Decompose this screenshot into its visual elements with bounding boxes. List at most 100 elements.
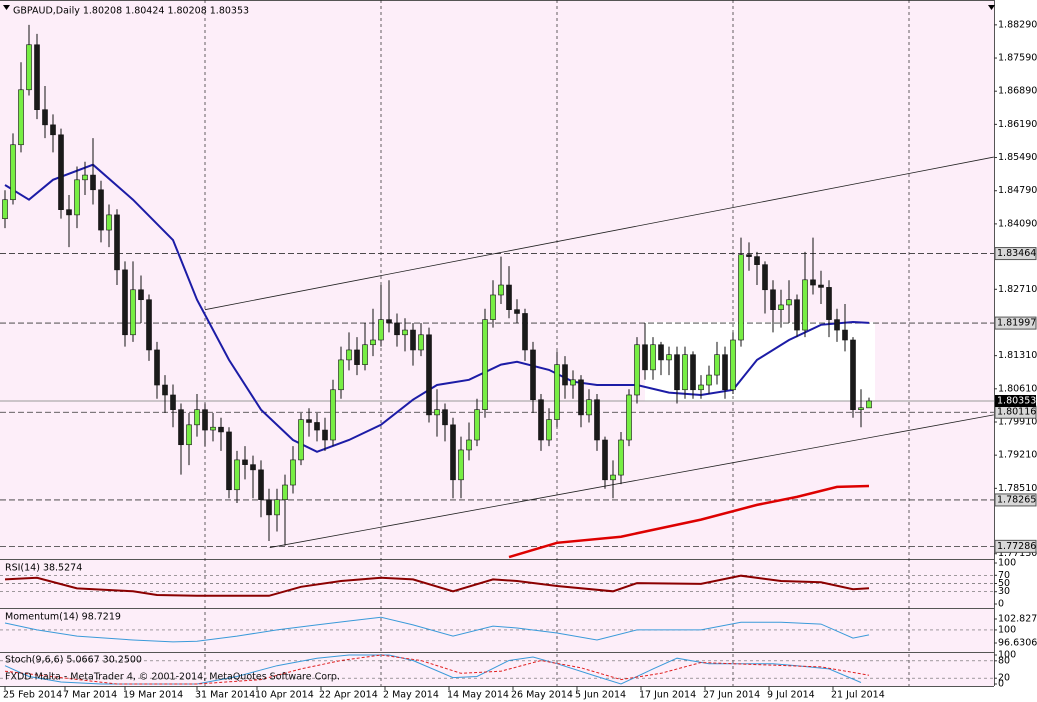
candle-body [210, 426, 216, 431]
candle-body [346, 349, 352, 361]
candle-body [170, 394, 176, 410]
y-tick-label: 30 [998, 586, 1010, 597]
y-tick-label: 0 [998, 679, 1004, 690]
candle-body [650, 344, 656, 371]
indicator-title: Momentum(14) 98.7219 [5, 612, 121, 623]
x-tick-label: 7 Mar 2014 [63, 690, 117, 701]
x-tick-label: 10 Apr 2014 [255, 690, 314, 701]
x-tick-label: 19 Mar 2014 [123, 690, 183, 701]
candle-body [26, 44, 32, 91]
y-tick-label: 1.86890 [998, 86, 1037, 97]
candle-body [818, 284, 824, 288]
candle-body [58, 134, 64, 210]
candle-body [442, 409, 448, 426]
panel-marker [988, 5, 995, 10]
candle-body [746, 254, 752, 257]
candle-body [114, 214, 120, 271]
candle-body [658, 344, 664, 361]
level-label: 1.81997 [997, 318, 1036, 329]
x-tick-label: 9 Jul 2014 [767, 690, 815, 701]
candle-body [602, 439, 608, 481]
y-tick-label: 102.827 [998, 613, 1037, 624]
candle-body [154, 349, 160, 386]
y-tick-label: 20 [998, 673, 1010, 684]
x-tick-label: 2 May 2014 [383, 690, 439, 701]
candle-body [370, 339, 376, 346]
candle-body [322, 429, 328, 441]
candle-body [538, 399, 544, 441]
candle-body [794, 299, 800, 331]
y-tick-label: 1.79910 [998, 416, 1037, 427]
trendline [204, 156, 994, 311]
candle-body [698, 384, 704, 391]
candle-body [674, 354, 680, 391]
x-tick-label: 26 May 2014 [511, 690, 573, 701]
y-tick-label: 1.81310 [998, 350, 1037, 361]
moving-average [508, 484, 870, 559]
y-tick-label: 1.82710 [998, 284, 1037, 295]
candle-body [410, 329, 416, 351]
candle-body [690, 354, 696, 391]
candle-body [490, 294, 496, 320]
y-tick-label: 1.77130 [998, 548, 1037, 559]
candle-body [706, 374, 712, 386]
candle-body [586, 399, 592, 416]
candle-body [578, 379, 584, 416]
y-tick-label: 100 [998, 650, 1016, 661]
candle-body [362, 344, 368, 365]
candle-body [666, 354, 672, 361]
indicator-line [4, 616, 870, 643]
candle-body [186, 424, 192, 446]
candle-body [314, 422, 320, 431]
candle-body [466, 439, 472, 451]
x-tick-label: 22 Apr 2014 [319, 690, 378, 701]
x-tick-label: 5 Jun 2014 [575, 690, 626, 701]
candle-body [730, 339, 736, 391]
candle-body [394, 322, 400, 336]
candle-body [258, 469, 264, 501]
candle-body [298, 419, 304, 461]
candle-body [634, 344, 640, 396]
y-tick-label: 1.80610 [998, 383, 1037, 394]
candle-body [338, 359, 344, 391]
x-tick-label: 31 Mar 2014 [195, 690, 255, 701]
candle-body [498, 284, 504, 296]
candle-body [74, 179, 80, 216]
candle-body [810, 279, 816, 286]
candle-body [770, 289, 776, 310]
candle-body [90, 174, 96, 191]
candle-body [218, 426, 224, 433]
x-tick-label: 21 Jul 2014 [831, 690, 885, 701]
candle-body [618, 439, 624, 476]
level-label: 1.83464 [997, 248, 1036, 259]
candle-body [610, 474, 616, 481]
candle-body [266, 499, 272, 516]
chart-title: GBPAUD,Daily 1.80208 1.80424 1.80208 1.8… [13, 6, 249, 17]
candle-body [378, 319, 384, 341]
y-tick-label: 100 [998, 624, 1016, 635]
candle-body [202, 409, 208, 431]
candle-body [474, 409, 480, 441]
candle-body [242, 459, 248, 465]
level-label: 1.78265 [997, 494, 1036, 505]
candle-body [434, 409, 440, 416]
candle-body [562, 364, 568, 386]
x-tick-label: 27 Jun 2014 [703, 690, 760, 701]
candle-body [146, 299, 152, 351]
candle-body [826, 287, 832, 320]
candle-body [354, 349, 360, 365]
candle-body [226, 431, 232, 491]
moving-average [4, 163, 870, 453]
candle-body [34, 44, 40, 110]
candle-body [762, 264, 768, 291]
y-tick-label: 1.78510 [998, 483, 1037, 494]
candle-body [402, 329, 408, 336]
candle-body [522, 313, 528, 351]
current-price-box [995, 394, 1036, 407]
candle-body [18, 89, 24, 146]
y-tick-label: 1.86190 [998, 119, 1037, 130]
candle-body [450, 424, 456, 481]
candle-body [530, 349, 536, 401]
x-tick-label: 14 May 2014 [447, 690, 509, 701]
